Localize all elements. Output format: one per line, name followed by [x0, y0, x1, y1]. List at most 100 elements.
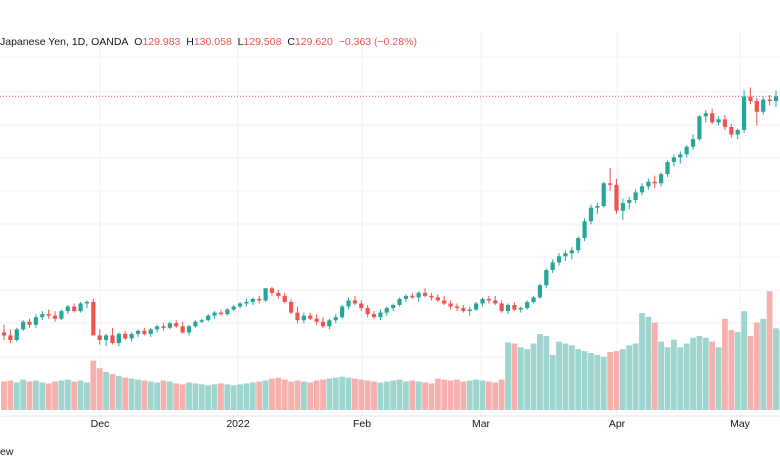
volume-bar — [109, 373, 116, 410]
volume-bar — [256, 381, 263, 410]
symbol-label: Japanese Yen, 1D, OANDA — [0, 36, 129, 48]
candle-body — [633, 192, 638, 200]
candle-body — [608, 183, 613, 185]
candle-body — [505, 305, 511, 312]
candle-body — [276, 292, 281, 296]
candle-body — [754, 101, 759, 112]
volume-bar — [64, 379, 71, 410]
candle-body — [97, 335, 102, 340]
volume-bar — [492, 382, 499, 410]
volume-bar — [549, 354, 556, 410]
volume-bar — [741, 311, 747, 410]
candle-body — [244, 301, 249, 304]
volume-bar — [543, 335, 550, 410]
candle-body — [773, 96, 779, 102]
candle-body — [614, 184, 619, 211]
volume-bar — [45, 383, 52, 410]
volume-bar — [473, 379, 480, 410]
volume-bar — [358, 379, 365, 410]
candle-body — [237, 303, 243, 307]
volume-bar — [84, 382, 90, 410]
open-label: O — [134, 36, 143, 48]
volume-bar — [147, 381, 154, 410]
candle-body — [550, 262, 555, 270]
candle-body — [103, 335, 109, 340]
volume-bar — [26, 381, 33, 410]
volume-bar — [600, 356, 607, 410]
candle-body — [21, 321, 26, 330]
volume-bar — [645, 316, 652, 410]
volume-bar — [33, 380, 39, 410]
volume-bar — [619, 349, 626, 410]
volume-bar — [281, 379, 288, 410]
open-value: 129.983 — [142, 36, 181, 48]
volume-bar — [52, 381, 58, 410]
volume-bar — [651, 322, 658, 410]
volume-bar — [747, 335, 754, 410]
candle-body — [27, 321, 32, 325]
volume-bar — [409, 380, 416, 410]
x-axis-label: Apr — [609, 418, 626, 430]
candle-body — [340, 306, 345, 318]
candle-body — [155, 326, 160, 330]
volume-bar — [505, 342, 511, 410]
volume-bar — [122, 377, 129, 410]
candle-body — [206, 315, 211, 321]
candle-body — [352, 300, 357, 304]
candle-body — [257, 298, 262, 301]
candle-body — [174, 323, 179, 327]
candle-body — [135, 330, 141, 334]
candle-body — [454, 306, 460, 309]
volume-bar — [664, 347, 671, 410]
candle-body — [110, 335, 115, 344]
candle-body — [722, 119, 728, 127]
volume-bar — [71, 381, 78, 410]
candle-body — [91, 301, 96, 336]
candle-body — [410, 295, 415, 298]
volume-bar — [58, 380, 65, 410]
volume-bar — [734, 332, 741, 410]
candle-body — [295, 312, 300, 321]
bottom-toolbar-label[interactable]: ew — [0, 446, 14, 458]
candle-body — [365, 308, 370, 315]
volume-bar — [154, 382, 161, 410]
candle-body — [46, 314, 51, 316]
candle-body — [665, 161, 670, 175]
candle-body — [588, 207, 594, 222]
candle-body — [231, 306, 236, 310]
volume-bar — [332, 377, 339, 410]
candle-body — [748, 96, 753, 102]
volume-bar — [479, 380, 486, 410]
candle-body — [225, 309, 230, 315]
volume-bar — [345, 377, 352, 410]
volume-bar — [613, 351, 620, 410]
candle-body — [531, 297, 536, 302]
volume-bar — [141, 380, 148, 410]
change-value: −0.363 (−0.28%) — [338, 36, 417, 48]
volume-bar — [377, 382, 384, 410]
volume-bar — [352, 378, 358, 410]
candle-body — [346, 300, 351, 307]
candle-body — [499, 303, 504, 312]
volume-bar — [339, 376, 346, 410]
volume-bar — [498, 379, 505, 410]
candle-body — [525, 301, 530, 309]
volume-bar — [218, 383, 224, 410]
candle-body — [391, 305, 396, 309]
volume-bar — [696, 335, 703, 410]
candle-body — [218, 312, 224, 315]
candle-body — [378, 312, 383, 318]
candle-body — [716, 119, 721, 123]
volume-bar — [205, 385, 212, 410]
candle-body — [148, 329, 153, 334]
x-axis-label: Feb — [353, 418, 371, 430]
volume-bar — [269, 378, 275, 410]
volume-bar — [632, 343, 639, 410]
volume-bar — [511, 343, 518, 410]
candle-body — [537, 285, 543, 298]
candle-body — [84, 301, 90, 304]
volume-bar — [524, 349, 531, 410]
close-label: C — [287, 36, 295, 48]
volume-bar — [562, 343, 569, 410]
